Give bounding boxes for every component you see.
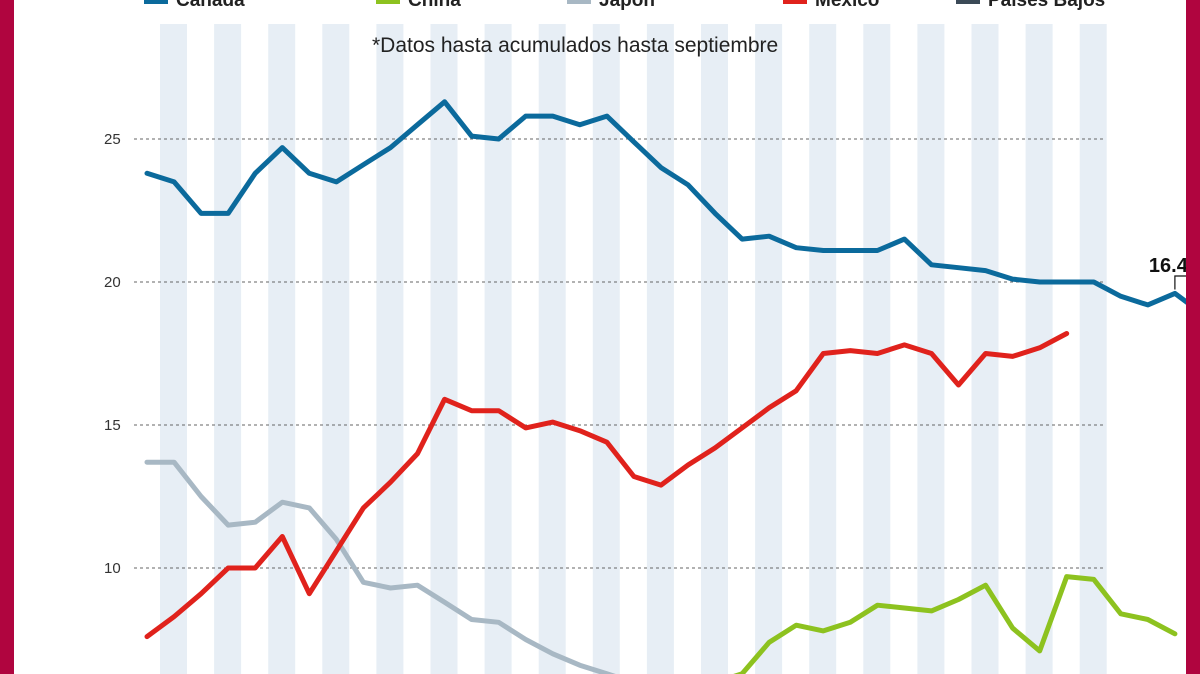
column-stripe <box>160 24 187 674</box>
series-line-canada <box>144 99 1186 308</box>
legend: Canadá China Japón México Países Bajos <box>144 0 1105 11</box>
series-line-mexico <box>144 331 1070 640</box>
callout-label: 16.4 <box>1149 255 1186 277</box>
column-stripe <box>809 24 837 674</box>
callout-annotation: 16.4 <box>1149 255 1186 290</box>
column-stripes <box>160 24 1107 674</box>
series-line-china <box>733 574 1178 674</box>
chart-note: *Datos hasta acumulados hasta septiembre <box>372 34 778 57</box>
y-axis-ticks: 10 15 20 25 <box>104 131 121 577</box>
column-stripe <box>376 24 404 674</box>
legend-swatch <box>567 0 591 4</box>
legend-label: China <box>408 0 461 11</box>
column-stripe <box>538 24 566 674</box>
column-stripe <box>1079 24 1107 674</box>
column-stripe <box>646 24 674 674</box>
legend-label: Países Bajos <box>988 0 1105 11</box>
column-stripe <box>268 24 296 674</box>
legend-label: México <box>815 0 879 11</box>
legend-label: Canadá <box>176 0 245 11</box>
column-stripe <box>430 24 458 674</box>
column-stripe <box>971 24 999 674</box>
column-stripe <box>701 24 728 674</box>
series-lines <box>144 99 1186 674</box>
column-stripe <box>484 24 512 674</box>
y-tick-label: 20 <box>104 274 121 291</box>
line-chart: 10 15 20 25 *Datos hasta acumulados hasta s… <box>104 0 1186 674</box>
y-tick-label: 25 <box>104 131 121 148</box>
column-stripe <box>322 24 350 674</box>
legend-swatch <box>956 0 980 4</box>
legend-swatch <box>144 0 168 4</box>
legend-swatch <box>376 0 400 4</box>
callout-leader <box>1174 275 1186 290</box>
y-tick-label: 15 <box>104 417 121 434</box>
y-tick-label: 10 <box>104 560 121 577</box>
column-stripe <box>755 24 783 674</box>
chart-frame: 10 15 20 25 *Datos hasta acumulados hasta s… <box>14 0 1186 674</box>
legend-label: Japón <box>599 0 655 11</box>
legend-swatch <box>783 0 807 4</box>
series-line-japon <box>144 459 616 674</box>
column-stripe <box>592 24 620 674</box>
